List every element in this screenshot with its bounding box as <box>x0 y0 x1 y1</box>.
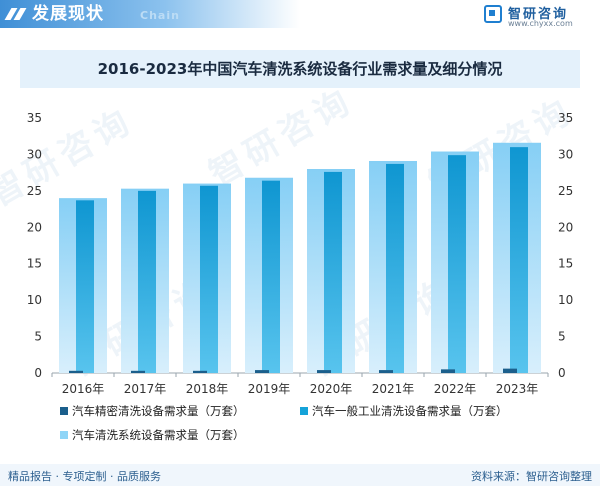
chart-title-box: 2016-2023年中国汽车清洗系统设备行业需求量及细分情况 <box>20 50 580 88</box>
section-subtitle: Chain <box>140 9 180 22</box>
x-tick-label: 2020年 <box>310 382 353 396</box>
section-title: 发展现状 <box>32 4 104 24</box>
y-tick-label: 5 <box>34 330 42 344</box>
bar-industrial <box>76 200 94 373</box>
y2-tick-label: 25 <box>558 184 573 198</box>
y-tick-label: 35 <box>27 111 42 125</box>
bar-precision <box>131 370 145 373</box>
legend-item: 汽车一般工业清洗设备需求量（万套） <box>300 404 508 418</box>
y2-tick-label: 20 <box>558 220 573 234</box>
x-tick-label: 2018年 <box>186 382 229 396</box>
bar-precision <box>193 370 207 373</box>
y-tick-label: 20 <box>27 220 42 234</box>
y-tick-label: 10 <box>27 293 42 307</box>
y2-tick-label: 10 <box>558 293 573 307</box>
y-tick-label: 15 <box>27 257 42 271</box>
y-tick-label: 0 <box>34 366 42 380</box>
brand-logo: 智研咨询 www.chyxx.com <box>484 3 594 29</box>
bar-industrial <box>138 190 156 373</box>
y-tick-label: 25 <box>27 184 42 198</box>
legend-swatch <box>300 406 308 415</box>
x-tick-label: 2021年 <box>372 382 415 396</box>
y2-tick-label: 0 <box>558 366 566 380</box>
x-tick-label: 2017年 <box>124 382 167 396</box>
header: 发展现状 Chain 智研咨询 www.chyxx.com <box>0 0 600 30</box>
footer-slogan: 精品报告 · 专项定制 · 品质服务 <box>8 470 161 483</box>
bar-precision <box>69 370 83 373</box>
legend-swatch <box>60 406 68 415</box>
logo-icon <box>484 5 502 23</box>
y2-tick-label: 30 <box>558 147 573 161</box>
header-bar: 发展现状 Chain <box>0 0 300 28</box>
x-tick-label: 2016年 <box>62 382 105 396</box>
footer-source: 资料来源：智研咨询整理 <box>471 470 592 483</box>
bar-industrial <box>448 155 466 373</box>
legend-swatch <box>60 430 68 439</box>
x-tick-label: 2022年 <box>434 382 477 396</box>
bar-precision <box>503 368 517 373</box>
logo-name: 智研咨询 <box>508 7 569 22</box>
bar-precision <box>317 370 331 373</box>
logo-url: www.chyxx.com <box>508 19 573 28</box>
footer: 精品报告 · 专项定制 · 品质服务 资料来源：智研咨询整理 <box>0 464 600 486</box>
legend-item: 汽车精密清洗设备需求量（万套） <box>60 404 245 418</box>
legend-label: 汽车清洗系统设备需求量（万套） <box>72 428 245 442</box>
bar-industrial <box>386 163 404 373</box>
bar-precision <box>441 369 455 373</box>
y2-tick-label: 35 <box>558 111 573 125</box>
legend-label: 汽车一般工业清洗设备需求量（万套） <box>312 404 508 418</box>
legend-item: 汽车清洗系统设备需求量（万套） <box>60 428 245 442</box>
bar-industrial <box>200 185 218 373</box>
x-tick-label: 2019年 <box>248 382 291 396</box>
bar-industrial <box>262 180 280 373</box>
chart-title: 2016-2023年中国汽车清洗系统设备行业需求量及细分情况 <box>97 60 503 78</box>
bar-precision <box>379 370 393 373</box>
bar-industrial <box>510 147 528 373</box>
y2-tick-label: 5 <box>558 330 566 344</box>
bar-industrial <box>324 171 342 373</box>
x-tick-label: 2023年 <box>496 382 539 396</box>
y2-tick-label: 15 <box>558 257 573 271</box>
bar-precision <box>255 370 269 373</box>
legend-label: 汽车精密清洗设备需求量（万套） <box>72 404 245 418</box>
y-tick-label: 30 <box>27 147 42 161</box>
